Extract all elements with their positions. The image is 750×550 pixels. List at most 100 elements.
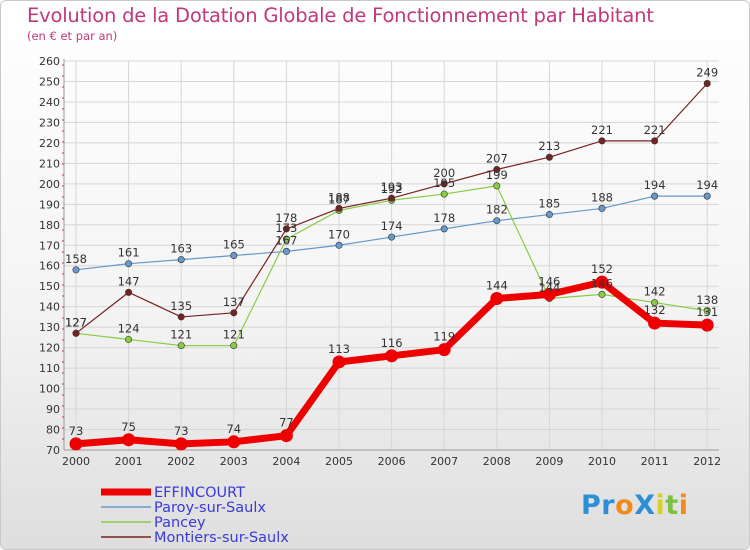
x-tick-label: 2007: [430, 455, 458, 468]
data-point: [545, 211, 553, 219]
data-label: 131: [696, 305, 718, 319]
data-point: [388, 194, 396, 202]
y-tick-label: 130: [39, 321, 60, 334]
data-label: 195: [433, 176, 455, 190]
y-tick-label: 110: [39, 362, 60, 375]
series-lines: [69, 80, 714, 451]
data-point: [279, 429, 293, 443]
logo-letter: t: [665, 490, 679, 521]
y-tick-label: 240: [39, 96, 60, 109]
data-label: 144: [538, 280, 560, 294]
data-point: [335, 241, 343, 249]
axes: 7080901001101201301401501601701801902002…: [39, 55, 721, 468]
data-point: [598, 137, 606, 145]
data-label: 146: [591, 276, 613, 290]
data-point: [440, 180, 448, 188]
x-tick-label: 2006: [378, 455, 406, 468]
data-point: [651, 299, 659, 307]
data-label: 165: [223, 238, 245, 252]
data-label: 138: [696, 293, 718, 307]
x-tick-label: 2010: [588, 455, 616, 468]
data-point: [493, 217, 501, 225]
data-point: [125, 335, 133, 343]
logo-letter: i: [655, 490, 666, 521]
data-point: [177, 256, 185, 264]
data-label: 213: [538, 139, 560, 153]
data-label: 144: [486, 278, 508, 292]
logo-letter: o: [615, 490, 635, 521]
data-point: [545, 153, 553, 161]
series-paroy-sur-saulx: [72, 192, 711, 274]
data-point: [703, 307, 711, 315]
data-label: 127: [65, 315, 87, 329]
data-label: 174: [381, 219, 403, 233]
data-point: [385, 349, 399, 363]
y-tick-label: 80: [46, 424, 60, 437]
series-effincourt: [69, 275, 714, 451]
logo-letter: i: [678, 490, 689, 521]
y-tick-label: 120: [39, 342, 60, 355]
data-label: 77: [279, 416, 294, 430]
grid-lines: [64, 60, 719, 451]
x-tick-label: 2008: [483, 455, 511, 468]
data-point: [703, 80, 711, 88]
data-label: 137: [223, 295, 245, 309]
data-point: [335, 204, 343, 212]
data-label: 194: [644, 178, 666, 192]
data-label: 161: [118, 246, 140, 260]
data-point: [227, 435, 241, 449]
data-point: [651, 137, 659, 145]
y-tick-label: 70: [46, 444, 60, 457]
y-tick-label: 220: [39, 137, 60, 150]
y-tick-label: 210: [39, 157, 60, 170]
data-label: 74: [226, 422, 241, 436]
data-label: 221: [644, 123, 666, 137]
data-point: [177, 342, 185, 350]
logo-letter: X: [634, 490, 656, 521]
data-label: 182: [486, 203, 508, 217]
x-tick-label: 2009: [535, 455, 563, 468]
data-label: 119: [433, 330, 455, 344]
data-label: 249: [696, 66, 718, 80]
y-tick-label: 90: [46, 403, 60, 416]
data-label: 124: [118, 321, 140, 335]
chart-subtitle: (en € et par an): [27, 29, 118, 43]
data-point: [440, 225, 448, 233]
data-point: [440, 190, 448, 198]
data-label: 185: [538, 197, 560, 211]
y-tick-label: 260: [39, 55, 60, 68]
data-point: [542, 287, 556, 301]
logo-letter: r: [601, 490, 616, 521]
y-tick-label: 150: [39, 280, 60, 293]
data-point: [230, 309, 238, 317]
data-label: 132: [644, 303, 666, 317]
data-label: 73: [174, 424, 189, 438]
data-label: 121: [223, 328, 245, 342]
data-label: 127: [65, 315, 87, 329]
data-label: 192: [381, 182, 403, 196]
data-point: [437, 343, 451, 357]
data-label: 188: [591, 190, 613, 204]
x-tick-label: 2004: [272, 455, 300, 468]
data-label: 73: [69, 424, 84, 438]
data-label: 158: [65, 252, 87, 266]
data-point: [72, 329, 80, 337]
logo-letter: P: [581, 490, 602, 521]
y-tick-label: 190: [39, 198, 60, 211]
y-tick-label: 160: [39, 260, 60, 273]
x-tick-label: 2002: [167, 455, 195, 468]
data-label: 199: [486, 168, 508, 182]
legend-label: Paroy-sur-Saulx: [154, 500, 266, 516]
data-point: [69, 437, 83, 451]
data-point: [490, 291, 504, 305]
data-label: 188: [328, 190, 350, 204]
data-label: 146: [538, 274, 560, 288]
data-point: [282, 235, 290, 243]
data-label: 152: [591, 262, 613, 276]
data-point: [72, 266, 80, 274]
data-label: 147: [118, 274, 140, 288]
data-point: [282, 247, 290, 255]
data-point: [174, 437, 188, 451]
data-point: [493, 166, 501, 174]
